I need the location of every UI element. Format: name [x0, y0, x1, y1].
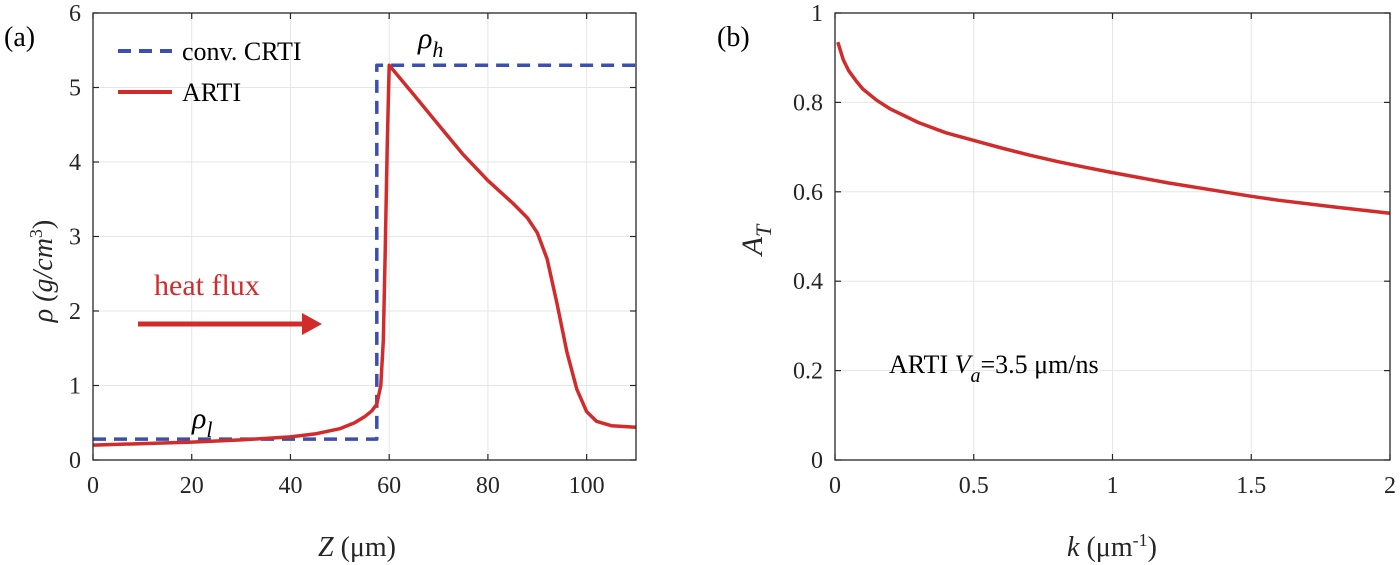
- y-tick-label: 1: [811, 1, 823, 27]
- y-tick-label: 3: [69, 225, 81, 251]
- panel-a: 0 20 40 60 80 100 0 1 2 3 4 5 6 (a) Z (μm) ρ (g/cm3)…: [4, 1, 637, 563]
- heat-flux-arrow: [138, 313, 322, 335]
- y-tick-label: 4: [69, 150, 81, 176]
- x-tick-label: 2: [1384, 473, 1396, 499]
- series-a: [92, 63, 637, 447]
- y-tick-label: 0.4: [793, 269, 823, 295]
- y-tick-label: 0.8: [793, 90, 823, 116]
- x-tick-label: 0: [829, 473, 841, 499]
- annotation-arti-va: ARTI Va=3.5 μm/ns: [889, 350, 1099, 387]
- series-line-b-0: [836, 41, 1391, 216]
- axes-frame-a: [92, 12, 637, 461]
- legend-a: conv. CRTI ARTI: [118, 37, 302, 107]
- y-tick-label: 0.2: [793, 359, 823, 385]
- grid-b: [834, 12, 1391, 461]
- x-tick-label: 0.5: [959, 473, 989, 499]
- x-tick-label: 80: [476, 473, 500, 499]
- y-tick-label: 0: [811, 448, 823, 474]
- ticks-b: 0 0.5 1 1.5 2 0 0.2 0.4 0.6 0.8 1: [793, 1, 1396, 499]
- x-tick-label: 1.5: [1236, 473, 1266, 499]
- x-tick-label: 100: [569, 473, 605, 499]
- legend-label-arti: ARTI: [182, 78, 241, 107]
- y-axis-label-b: AT: [736, 223, 776, 257]
- x-axis-label-b: k (μm-1): [1067, 530, 1157, 563]
- y-tick-label: 0: [69, 448, 81, 474]
- legend-label-conv-crti: conv. CRTI: [182, 37, 302, 66]
- y-tick-label: 6: [69, 1, 81, 27]
- y-axis-label-a: ρ (g/cm3): [26, 220, 59, 324]
- series-b: [836, 41, 1391, 216]
- annotation-heat-flux: heat flux: [154, 269, 260, 302]
- x-axis-label-a: Z (μm): [318, 532, 396, 563]
- annotation-rho-l: ρl: [191, 402, 213, 442]
- x-tick-label: 60: [377, 473, 401, 499]
- series-line-a-1: [92, 63, 637, 447]
- y-tick-label: 5: [69, 76, 81, 102]
- x-tick-label: 0: [87, 473, 99, 499]
- x-tick-label: 1: [1107, 473, 1119, 499]
- y-tick-label: 0.6: [793, 180, 823, 206]
- annotation-rho-h: ρh: [417, 22, 443, 62]
- y-tick-label: 1: [69, 374, 81, 400]
- axes-frame-b: [834, 12, 1391, 461]
- grid-a: [92, 12, 636, 461]
- y-tick-label: 2: [69, 299, 81, 325]
- ticks-a: 0 20 40 60 80 100 0 1 2 3 4 5 6: [69, 1, 636, 499]
- series-line-a-0: [93, 63, 636, 441]
- panel-b: 0 0.5 1 1.5 200.20.40.60.81 (b) k (μm-1) AT …: [717, 1, 1396, 563]
- panel-label-b: (b): [717, 22, 750, 53]
- x-tick-label: 20: [180, 473, 204, 499]
- panel-label-a: (a): [4, 22, 35, 53]
- x-tick-label: 40: [278, 473, 302, 499]
